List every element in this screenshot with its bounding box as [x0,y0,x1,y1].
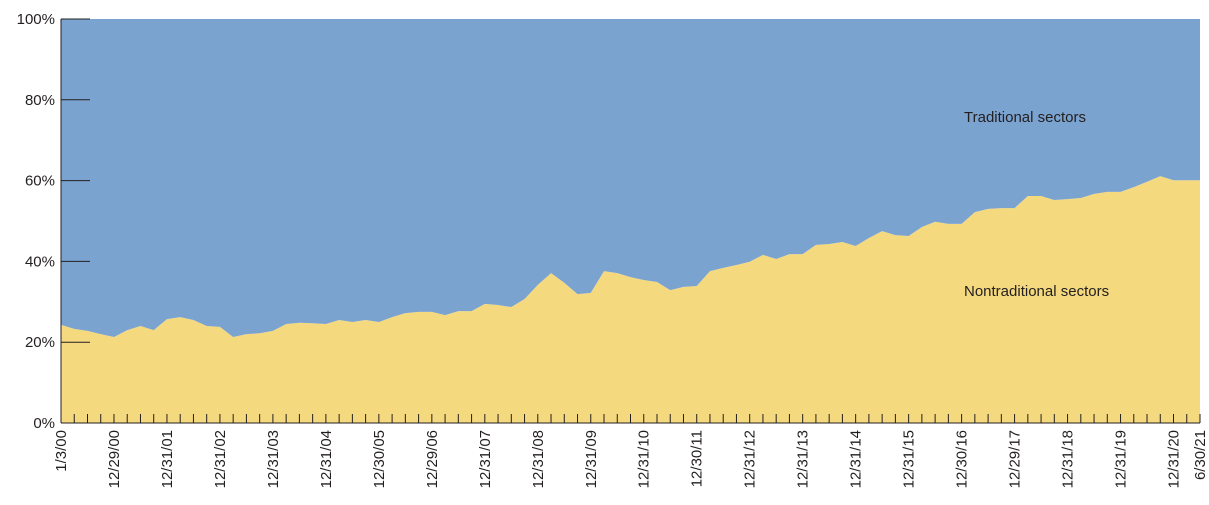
x-tick-label: 12/31/03 [265,430,282,488]
x-tick-label: 12/31/02 [212,430,229,488]
y-tick-label: 100% [17,11,55,28]
series-label: Traditional sectors [964,109,1086,126]
x-tick-label: 12/31/12 [742,430,759,488]
area [61,176,1200,423]
y-tick-label: 20% [25,334,55,351]
area [61,19,1200,337]
x-tick-label: 12/31/04 [318,430,335,488]
x-tick-label: 12/31/20 [1166,430,1183,488]
x-tick-label: 12/31/18 [1060,430,1077,488]
x-tick-label: 12/31/14 [848,430,865,488]
y-tick-label: 80% [25,92,55,109]
y-tick-label: 60% [25,173,55,190]
x-tick-label: 12/31/01 [159,430,176,488]
x-tick-label: 12/31/13 [795,430,812,488]
x-tick-label: 1/3/00 [53,430,70,472]
x-tick-label: 6/30/21 [1192,430,1209,480]
x-tick-label: 12/31/08 [530,430,547,488]
x-tick-label: 12/31/07 [477,430,494,488]
x-tick-label: 12/29/17 [1007,430,1024,488]
x-tick-label: 12/29/00 [106,430,123,488]
x-tick-label: 12/31/15 [901,430,918,488]
x-tick-label: 12/30/11 [689,430,706,487]
series-label: Nontraditional sectors [964,283,1109,300]
x-tick-label: 12/30/16 [954,430,971,488]
x-tick-label: 12/29/06 [424,430,441,488]
y-tick-label: 0% [33,415,55,432]
y-tick-label: 40% [25,253,55,270]
x-tick-label: 12/31/10 [636,430,653,488]
x-tick-label: 12/31/19 [1113,430,1130,488]
x-tick-label: 12/30/05 [371,430,388,488]
x-tick-label: 12/31/09 [583,430,600,488]
